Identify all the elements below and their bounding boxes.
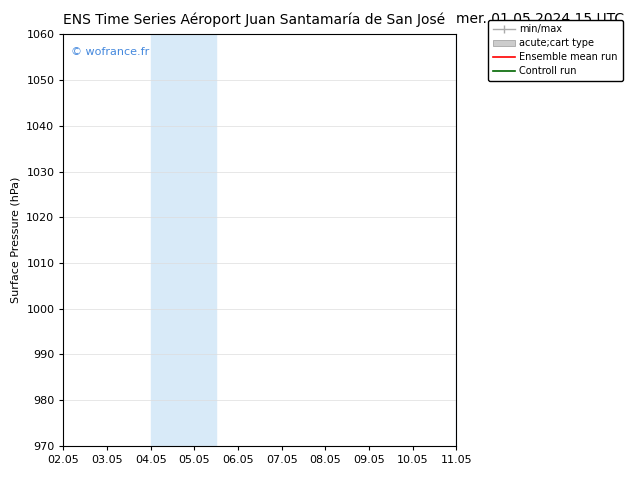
Text: ENS Time Series Aéroport Juan Santamaría de San José: ENS Time Series Aéroport Juan Santamaría… bbox=[63, 12, 446, 27]
Bar bbox=[456, 34, 478, 446]
Bar bbox=[151, 34, 216, 446]
Legend: min/max, acute;cart type, Ensemble mean run, Controll run: min/max, acute;cart type, Ensemble mean … bbox=[488, 20, 623, 81]
Y-axis label: Surface Pressure (hPa): Surface Pressure (hPa) bbox=[11, 177, 21, 303]
Text: mer. 01.05.2024 15 UTC: mer. 01.05.2024 15 UTC bbox=[456, 12, 624, 26]
Text: © wofrance.fr: © wofrance.fr bbox=[71, 47, 150, 57]
